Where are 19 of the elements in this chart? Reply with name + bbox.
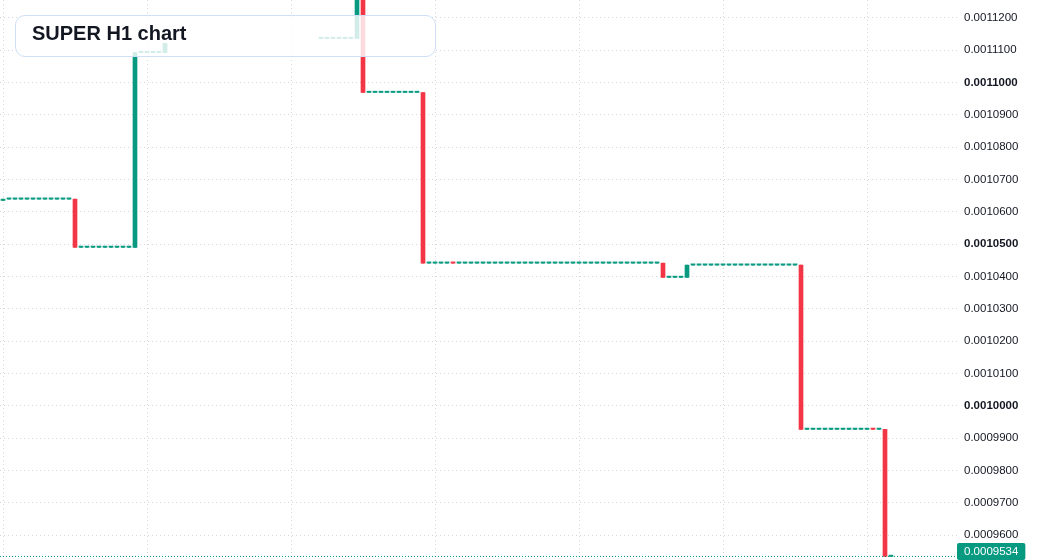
y-tick-label: 0.0010200 bbox=[964, 334, 1019, 347]
y-tick-label: 0.0010100 bbox=[964, 366, 1019, 379]
y-tick-label: 0.0010800 bbox=[964, 140, 1019, 153]
y-tick-label: 0.0010300 bbox=[964, 301, 1019, 314]
y-tick-label: 0.0011200 bbox=[964, 10, 1018, 23]
ref-line-label: 0.0009534 bbox=[964, 545, 1019, 558]
y-tick-label: 0.0009800 bbox=[964, 463, 1019, 476]
y-tick-label: 0.0010600 bbox=[964, 204, 1019, 217]
y-tick-label: 0.0011100 bbox=[964, 43, 1017, 56]
y-tick-label: 0.0010500 bbox=[964, 237, 1019, 250]
y-tick-label: 0.0010700 bbox=[964, 172, 1019, 185]
y-tick-label: 0.0010900 bbox=[964, 107, 1019, 120]
y-tick-label: 0.0009900 bbox=[964, 431, 1019, 444]
y-tick-label: 0.0010000 bbox=[964, 398, 1019, 411]
text: SUPER H1 chart bbox=[32, 21, 187, 45]
y-tick-label: 0.0011000 bbox=[964, 75, 1018, 88]
y-tick-label: 0.0009600 bbox=[964, 528, 1019, 541]
y-tick-label: 0.0010400 bbox=[964, 269, 1019, 282]
y-tick-label: 0.0009700 bbox=[964, 495, 1019, 508]
